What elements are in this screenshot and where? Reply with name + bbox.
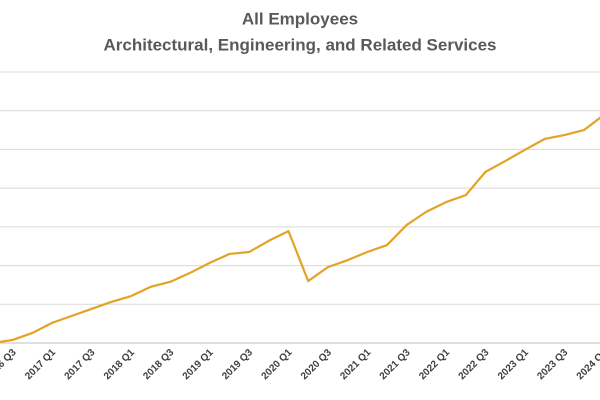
x-tick-label: 2020 Q3 bbox=[299, 347, 334, 382]
x-tick-label: 2024 Q1 bbox=[575, 347, 600, 382]
x-tick-label: 2021 Q1 bbox=[338, 347, 373, 382]
x-tick-label: 2017 Q1 bbox=[23, 347, 58, 382]
x-tick-label: 2021 Q3 bbox=[378, 347, 413, 382]
x-tick-label: 2016 Q3 bbox=[0, 347, 19, 382]
x-tick-label: 2018 Q3 bbox=[141, 347, 176, 382]
x-tick-label: 2022 Q3 bbox=[457, 347, 492, 382]
data-line bbox=[0, 116, 600, 344]
x-tick-label: 2023 Q1 bbox=[496, 347, 531, 382]
x-tick-label: 2023 Q3 bbox=[535, 347, 570, 382]
x-tick-label: 2018 Q1 bbox=[102, 347, 137, 382]
chart-title: All Employees bbox=[242, 9, 358, 28]
x-tick-label: 2019 Q3 bbox=[220, 347, 255, 382]
x-tick-label: 2020 Q1 bbox=[260, 347, 295, 382]
x-tick-label: 2022 Q1 bbox=[417, 347, 452, 382]
x-tick-label: 2017 Q3 bbox=[63, 347, 98, 382]
x-tick-label: 2019 Q1 bbox=[181, 347, 216, 382]
chart-subtitle: Architectural, Engineering, and Related … bbox=[103, 35, 496, 54]
